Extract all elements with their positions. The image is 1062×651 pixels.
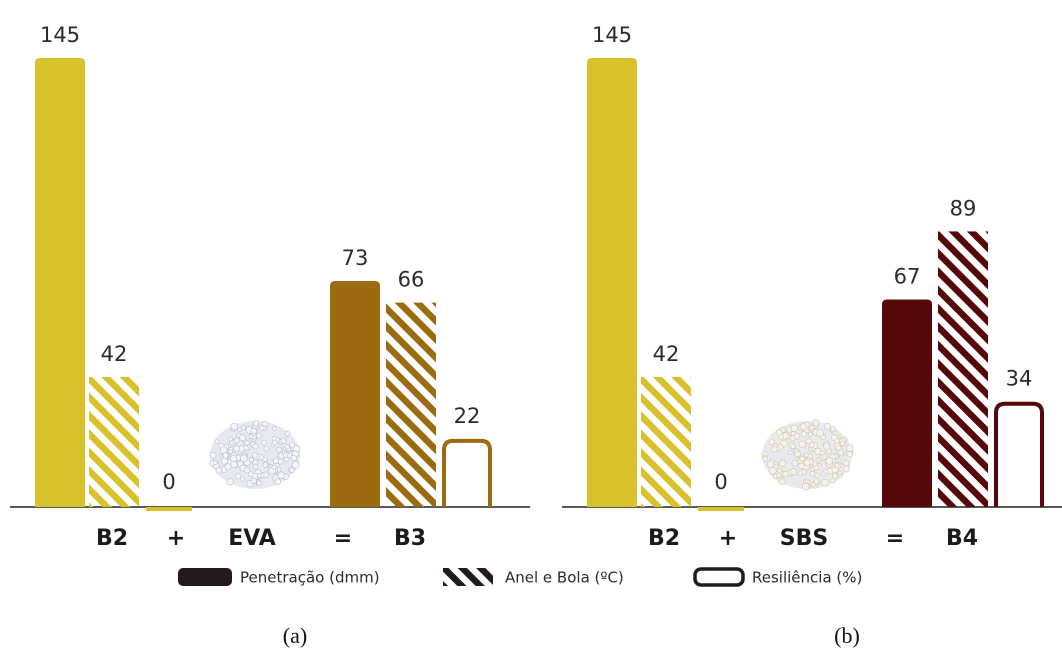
legend-label: Anel e Bola (ºC) xyxy=(505,569,624,587)
bar-ring-ball xyxy=(641,376,691,507)
operator: + xyxy=(167,526,185,551)
operator: + xyxy=(719,526,737,551)
additive-label: SBS xyxy=(780,526,828,551)
bar-ring-ball xyxy=(386,302,436,507)
data-label: 0 xyxy=(162,470,175,494)
data-label: 145 xyxy=(592,23,632,47)
legend-swatch-hatch xyxy=(443,568,493,586)
data-label: 42 xyxy=(653,342,680,366)
granules-image xyxy=(209,420,301,489)
bar-resilience xyxy=(994,401,1044,507)
group-label: B3 xyxy=(394,526,426,551)
group-label: B4 xyxy=(946,526,978,551)
granules-image xyxy=(761,419,854,491)
legend-label: Resiliência (%) xyxy=(752,569,862,587)
data-label: 73 xyxy=(342,246,369,270)
bar-penetration xyxy=(587,58,637,507)
legend-swatch-solid xyxy=(178,568,232,586)
bar-penetration xyxy=(882,299,932,507)
bar-resilience xyxy=(442,438,492,507)
data-label: 145 xyxy=(40,23,80,47)
group-label: B2 xyxy=(648,526,680,551)
operator: = xyxy=(886,526,904,551)
data-label: 67 xyxy=(894,265,921,289)
data-label: 34 xyxy=(1006,367,1033,391)
operator: = xyxy=(334,526,352,551)
legend-label: Penetração (dmm) xyxy=(240,569,380,587)
legend-swatch-outline xyxy=(693,567,745,587)
data-label: 42 xyxy=(101,342,128,366)
bar-penetration xyxy=(330,280,380,507)
bar-penetration xyxy=(35,58,85,507)
bar-ring-ball xyxy=(938,231,988,507)
bar-ring-ball xyxy=(89,376,139,507)
additive-label: EVA xyxy=(228,526,276,551)
caption: (a) xyxy=(283,623,307,648)
data-label: 66 xyxy=(398,268,425,292)
data-label: 0 xyxy=(714,470,727,494)
data-label: 89 xyxy=(950,196,977,220)
data-label: 22 xyxy=(454,404,481,428)
caption: (b) xyxy=(834,623,860,648)
group-label: B2 xyxy=(96,526,128,551)
